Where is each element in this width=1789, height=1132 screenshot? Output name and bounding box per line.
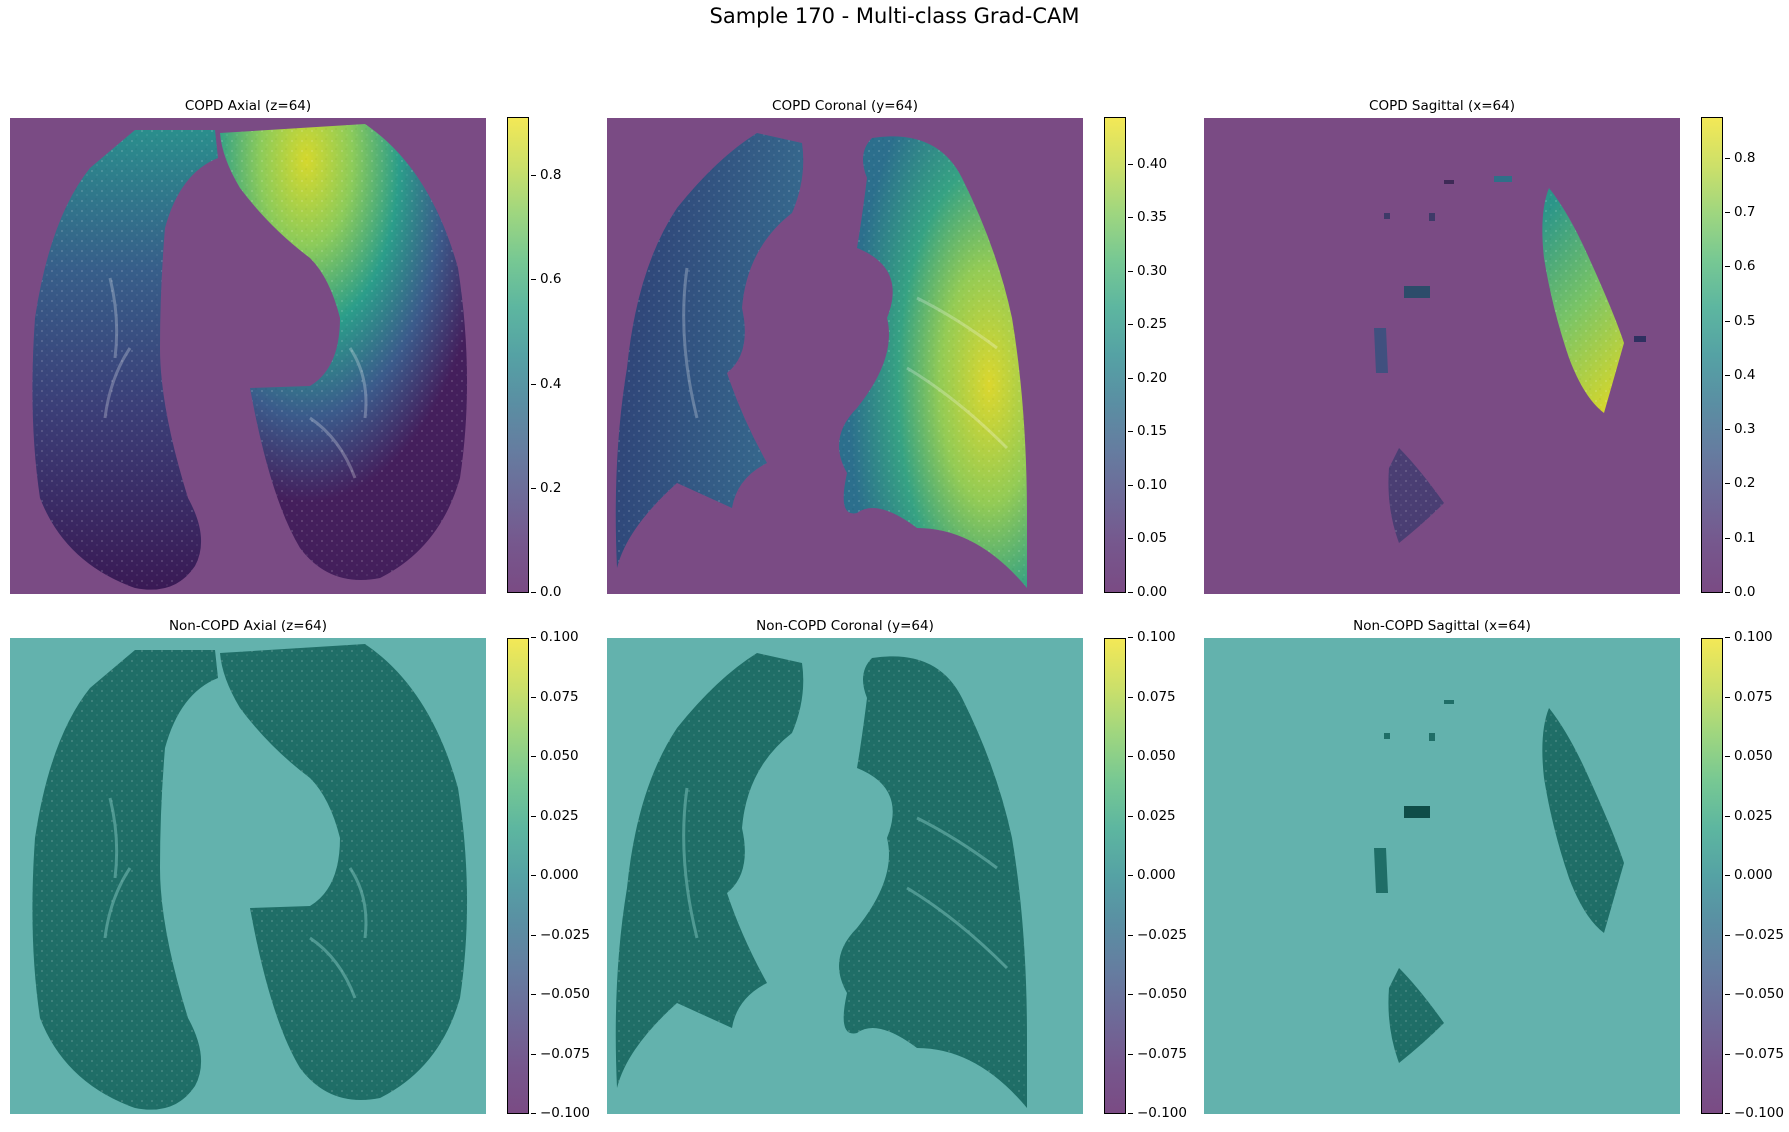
panel-title-copd-axial: COPD Axial (z=64)	[184, 98, 312, 114]
colorbar-tick-label: 0.6	[1724, 258, 1756, 275]
colorbar-tick-label: 0.20	[1127, 369, 1168, 386]
colorbar-tick-label: 0.100	[531, 629, 579, 645]
colorbar-tick-label: 0.100	[1725, 629, 1773, 645]
colorbar-tick-label: 0.40	[1127, 155, 1168, 172]
colorbar-tick-label: −0.100	[1128, 1105, 1187, 1121]
colorbar-noncopd-coronal	[1104, 638, 1126, 1114]
colorbar-tick-label: −0.025	[1128, 926, 1187, 943]
colorbar-tick-label: −0.025	[531, 926, 590, 943]
panel-title-noncopd-axial: Non-COPD Axial (z=64)	[168, 618, 328, 634]
colorbar-tick-label: 0.4	[530, 375, 562, 392]
colorbar-tick-label: 0.0	[530, 584, 562, 600]
heatmap-noncopd-axial	[10, 638, 486, 1114]
colorbar-tick-label: 0.025	[1725, 807, 1773, 824]
colorbar-tick-label: 0.025	[531, 807, 579, 824]
heatmap-copd-sagittal	[1204, 118, 1680, 594]
panel-title-noncopd-sagittal: Non-COPD Sagittal (x=64)	[1353, 618, 1531, 634]
colorbar-tick-label: 0.000	[531, 867, 579, 883]
colorbar-tick-label: −0.075	[1725, 1045, 1784, 1062]
colorbar-tick-label: 0.0	[1724, 584, 1756, 600]
figure-title: Sample 170 - Multi-class Grad-CAM	[709, 4, 1080, 28]
colorbar-tick-label: 0.4	[1724, 366, 1756, 383]
colorbar-tick-label: 0.30	[1127, 262, 1168, 279]
panel-title-copd-sagittal: COPD Sagittal (x=64)	[1369, 98, 1515, 114]
colorbar-tick-label: 0.25	[1127, 316, 1168, 333]
colorbar-tick-label: −0.050	[1128, 986, 1187, 1002]
colorbar-tick-label: 0.1	[1724, 529, 1756, 546]
colorbar-copd-sagittal	[1701, 117, 1723, 593]
colorbar-copd-axial	[507, 117, 529, 593]
panel-title-copd-coronal: COPD Coronal (y=64)	[772, 98, 918, 114]
colorbar-tick-label: 0.075	[531, 688, 579, 705]
colorbar-tick-label: 0.3	[1724, 421, 1756, 438]
colorbar-copd-coronal	[1104, 117, 1126, 593]
colorbar-tick-label: −0.050	[531, 986, 590, 1002]
heatmap-noncopd-coronal	[607, 638, 1083, 1114]
colorbar-tick-label: 0.050	[1725, 748, 1773, 764]
colorbar-tick-label: 0.000	[1725, 867, 1773, 883]
colorbar-tick-label: 0.10	[1127, 476, 1168, 493]
colorbar-tick-label: 0.050	[1128, 748, 1176, 764]
colorbar-tick-label: 0.2	[530, 479, 562, 496]
colorbar-tick-label: 0.000	[1128, 867, 1176, 883]
colorbar-tick-label: 0.075	[1128, 688, 1176, 705]
colorbar-tick-label: 0.8	[530, 167, 562, 184]
colorbar-tick-label: 0.8	[1724, 149, 1756, 166]
colorbar-tick-label: 0.050	[531, 748, 579, 764]
heatmap-copd-coronal	[607, 118, 1083, 594]
colorbar-tick-label: 0.05	[1127, 530, 1168, 547]
heatmap-noncopd-sagittal	[1204, 638, 1680, 1114]
colorbar-noncopd-axial	[507, 638, 529, 1114]
colorbar-tick-label: −0.100	[531, 1105, 590, 1121]
colorbar-tick-label: 0.6	[530, 271, 562, 288]
colorbar-tick-label: 0.15	[1127, 423, 1168, 440]
colorbar-tick-label: 0.35	[1127, 209, 1168, 226]
colorbar-tick-label: 0.075	[1725, 688, 1773, 705]
colorbar-tick-label: −0.075	[531, 1045, 590, 1062]
colorbar-tick-label: 0.5	[1724, 312, 1756, 329]
panel-title-noncopd-coronal: Non-COPD Coronal (y=64)	[756, 618, 934, 634]
colorbar-tick-label: −0.100	[1725, 1105, 1784, 1121]
heatmap-copd-axial	[10, 118, 486, 594]
colorbar-tick-label: −0.025	[1725, 926, 1784, 943]
colorbar-noncopd-sagittal	[1701, 638, 1723, 1114]
colorbar-tick-label: 0.2	[1724, 475, 1756, 492]
colorbar-tick-label: 0.025	[1128, 807, 1176, 824]
colorbar-tick-label: 0.100	[1128, 629, 1176, 645]
colorbar-tick-label: 0.00	[1127, 584, 1168, 600]
colorbar-tick-label: 0.7	[1724, 204, 1756, 221]
colorbar-tick-label: −0.050	[1725, 986, 1784, 1002]
colorbar-tick-label: −0.075	[1128, 1045, 1187, 1062]
